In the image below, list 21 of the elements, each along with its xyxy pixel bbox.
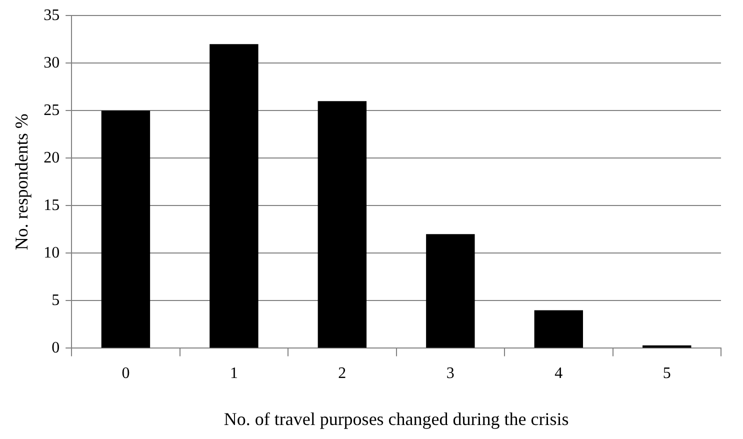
y-tick-label: 20 bbox=[44, 149, 60, 166]
y-tick-label: 35 bbox=[44, 6, 60, 24]
bar bbox=[318, 101, 367, 348]
y-tick-label: 25 bbox=[44, 102, 60, 119]
x-tick-label: 3 bbox=[446, 365, 454, 382]
x-tick-label: 4 bbox=[554, 365, 563, 382]
x-tick-label: 2 bbox=[338, 365, 346, 382]
y-tick-label: 15 bbox=[44, 196, 60, 214]
y-axis-title: No. respondents % bbox=[12, 114, 32, 250]
x-tick-label: 1 bbox=[230, 365, 238, 382]
bar bbox=[101, 110, 150, 348]
y-tick-label: 30 bbox=[44, 54, 60, 72]
bar bbox=[534, 310, 584, 348]
y-tick-label: 0 bbox=[52, 339, 60, 356]
x-tick-label: 5 bbox=[662, 365, 671, 382]
x-tick-label: 0 bbox=[122, 365, 130, 382]
y-tick-label: 5 bbox=[52, 292, 60, 309]
x-axis-title: No. of travel purposes changed during the crisis bbox=[224, 408, 569, 429]
bar bbox=[210, 44, 258, 348]
y-tick-label: 10 bbox=[44, 244, 60, 262]
bar bbox=[426, 234, 475, 348]
